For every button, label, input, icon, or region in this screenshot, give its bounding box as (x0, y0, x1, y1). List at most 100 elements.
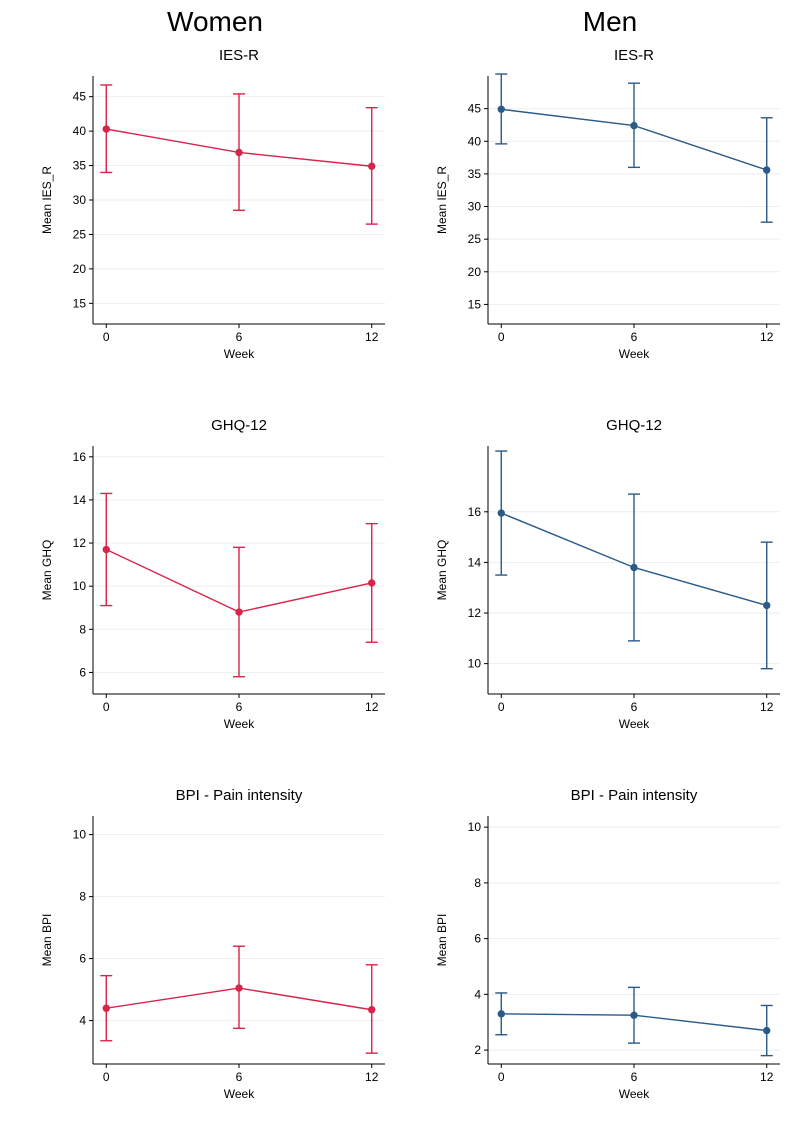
x-axis-label: Week (619, 1087, 650, 1101)
y-tick-label: 8 (79, 622, 86, 636)
data-point (498, 106, 504, 112)
data-point (369, 1007, 375, 1013)
y-tick-label: 2 (474, 1043, 481, 1057)
x-tick-label: 12 (365, 330, 379, 344)
y-axis-label: Mean BPI (435, 914, 449, 967)
column-header: Women (35, 6, 395, 38)
y-tick-label: 35 (468, 167, 482, 181)
data-point (236, 149, 242, 155)
data-point (498, 510, 504, 516)
panel-title: IES-R (614, 47, 654, 64)
panel-title: GHQ-12 (211, 417, 267, 434)
y-tick-label: 4 (79, 1014, 86, 1028)
x-tick-label: 0 (498, 1070, 505, 1084)
y-tick-label: 20 (468, 265, 482, 279)
y-tick-label: 16 (468, 505, 482, 519)
x-tick-label: 6 (631, 330, 638, 344)
data-point (236, 985, 242, 991)
y-tick-label: 14 (468, 555, 482, 569)
panel-title: BPI - Pain intensity (176, 787, 303, 804)
y-axis-label: Mean GHQ (435, 540, 449, 601)
chart-panel: 15 20 25 30 35 40 45 0 6 12 Week Mean IES_R IES-R (35, 42, 395, 372)
y-tick-label: 25 (73, 227, 87, 241)
panel-title: GHQ-12 (606, 417, 662, 434)
y-tick-label: 30 (73, 193, 87, 207)
x-tick-label: 6 (631, 700, 638, 714)
y-tick-label: 40 (73, 124, 87, 138)
data-point (103, 546, 109, 552)
x-tick-label: 0 (498, 330, 505, 344)
data-point (764, 1027, 770, 1033)
data-point (764, 167, 770, 173)
y-axis-label: Mean IES_R (40, 166, 54, 234)
y-axis-label: Mean IES_R (435, 166, 449, 234)
y-tick-label: 4 (474, 987, 481, 1001)
data-point (236, 609, 242, 615)
y-tick-label: 14 (73, 493, 87, 507)
y-tick-label: 35 (73, 159, 87, 173)
data-point (631, 1012, 637, 1018)
y-axis-label: Mean GHQ (40, 540, 54, 601)
y-tick-label: 45 (468, 102, 482, 116)
y-tick-label: 45 (73, 90, 87, 104)
data-point (631, 122, 637, 128)
y-tick-label: 30 (468, 200, 482, 214)
x-tick-label: 0 (498, 700, 505, 714)
x-tick-label: 0 (103, 330, 110, 344)
y-tick-label: 10 (73, 828, 87, 842)
x-tick-label: 12 (760, 1070, 774, 1084)
y-tick-label: 10 (73, 579, 87, 593)
chart-svg: 15 20 25 30 35 40 45 0 6 12 Week Mean IES_R IES-R (430, 42, 790, 372)
y-tick-label: 40 (468, 134, 482, 148)
chart-svg: 2 4 6 8 10 0 6 12 Week Mean BPI BPI - Pain intensi… (430, 782, 790, 1112)
y-tick-label: 16 (73, 450, 87, 464)
x-tick-label: 12 (365, 1070, 379, 1084)
y-tick-label: 12 (73, 536, 87, 550)
data-point (631, 564, 637, 570)
data-point (103, 1005, 109, 1011)
chart-svg: 6 8 10 12 14 16 0 6 12 Week Mean GHQ GHQ-12 (35, 412, 395, 742)
y-tick-label: 25 (468, 232, 482, 246)
chart-panel: 4 6 8 10 0 6 12 Week Mean BPI BPI - Pain intensit… (35, 782, 395, 1112)
x-axis-label: Week (224, 1087, 255, 1101)
x-tick-label: 0 (103, 700, 110, 714)
x-tick-label: 12 (760, 700, 774, 714)
data-point (498, 1011, 504, 1017)
chart-svg: 4 6 8 10 0 6 12 Week Mean BPI BPI - Pain intensit… (35, 782, 395, 1112)
data-point (764, 602, 770, 608)
x-tick-label: 0 (103, 1070, 110, 1084)
y-tick-label: 12 (468, 606, 482, 620)
y-tick-label: 8 (79, 890, 86, 904)
y-tick-label: 6 (79, 952, 86, 966)
x-tick-label: 12 (365, 700, 379, 714)
column-header: Men (430, 6, 790, 38)
panel-title: IES-R (219, 47, 259, 64)
y-tick-label: 8 (474, 876, 481, 890)
data-point (369, 163, 375, 169)
chart-panel: 6 8 10 12 14 16 0 6 12 Week Mean GHQ GHQ-12 (35, 412, 395, 742)
x-tick-label: 6 (631, 1070, 638, 1084)
y-tick-label: 20 (73, 262, 87, 276)
chart-panel: 2 4 6 8 10 0 6 12 Week Mean BPI BPI - Pain intensi… (430, 782, 790, 1112)
y-tick-label: 15 (73, 296, 87, 310)
y-tick-label: 6 (474, 932, 481, 946)
data-point (103, 126, 109, 132)
x-axis-label: Week (619, 347, 650, 361)
panel-title: BPI - Pain intensity (571, 787, 698, 804)
x-tick-label: 12 (760, 330, 774, 344)
x-tick-label: 6 (236, 330, 243, 344)
y-axis-label: Mean BPI (40, 914, 54, 967)
x-tick-label: 6 (236, 700, 243, 714)
chart-svg: 101214160612WeekMean GHQGHQ-12 (430, 412, 790, 742)
chart-svg: 15 20 25 30 35 40 45 0 6 12 Week Mean IES_R IES-R (35, 42, 395, 372)
x-axis-label: Week (224, 717, 255, 731)
data-point (369, 580, 375, 586)
chart-panel: 101214160612WeekMean GHQGHQ-12 (430, 412, 790, 742)
x-axis-label: Week (224, 347, 255, 361)
x-tick-label: 6 (236, 1070, 243, 1084)
y-tick-label: 10 (468, 820, 482, 834)
x-axis-label: Week (619, 717, 650, 731)
y-tick-label: 15 (468, 297, 482, 311)
y-tick-label: 6 (79, 665, 86, 679)
chart-panel: 15 20 25 30 35 40 45 0 6 12 Week Mean IES_R IES-R (430, 42, 790, 372)
